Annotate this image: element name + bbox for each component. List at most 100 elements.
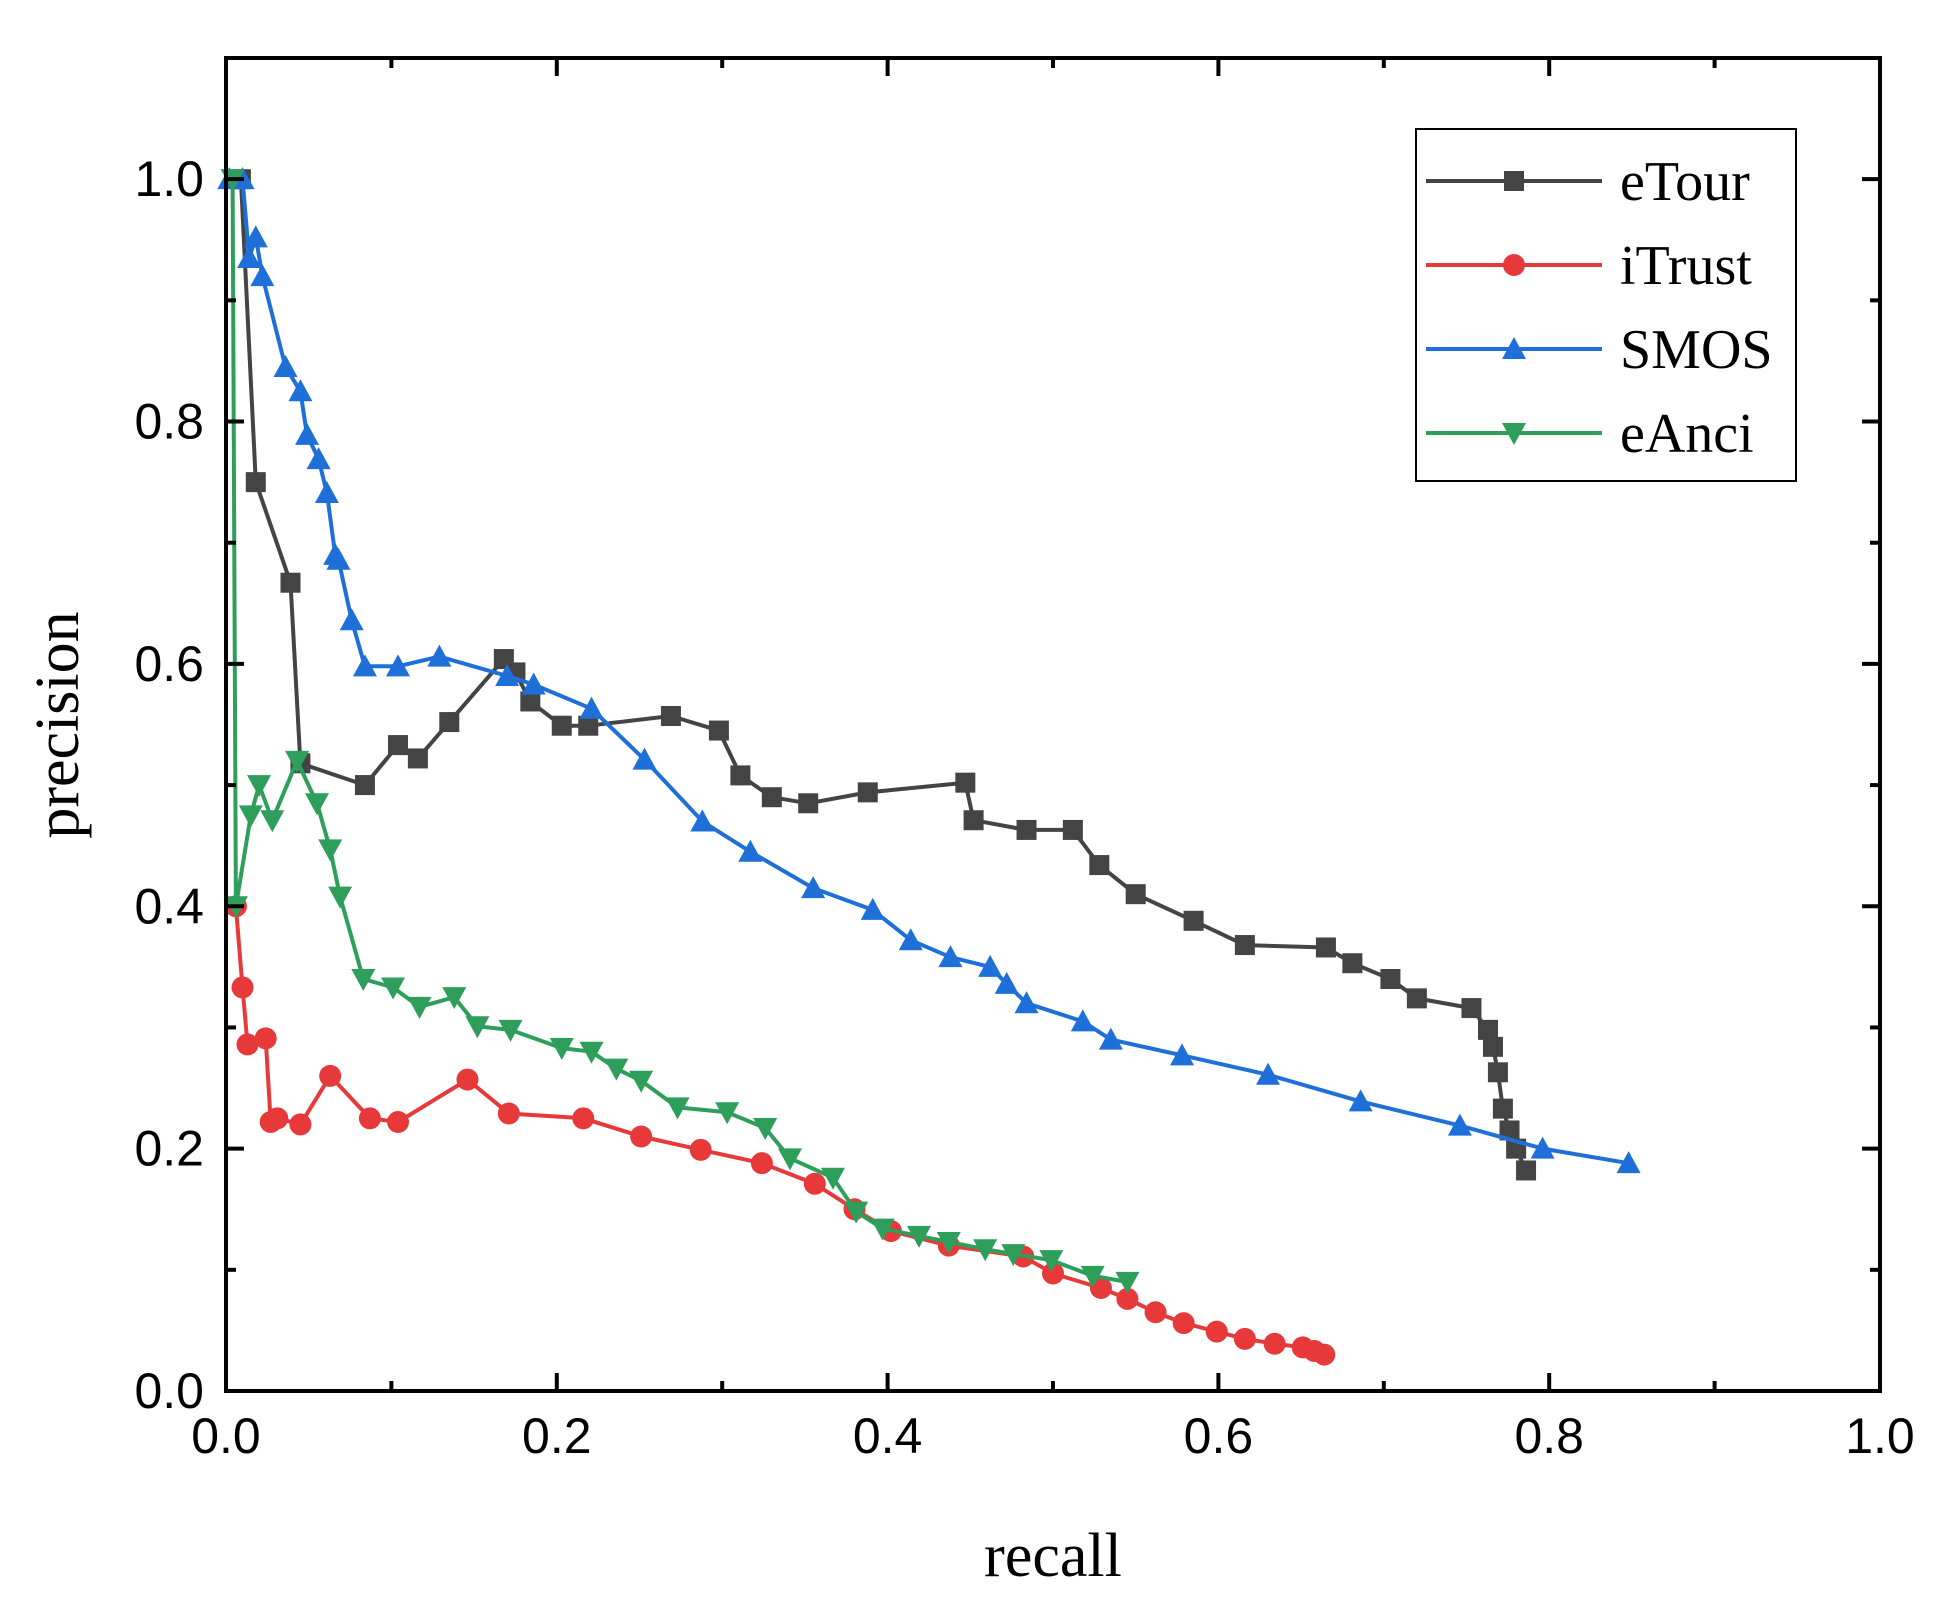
data-point-SMOS: [352, 654, 377, 677]
data-point-eAnci: [407, 996, 432, 1019]
data-point-eAnci: [318, 839, 343, 862]
data-point-eAnci: [844, 1201, 869, 1224]
data-point-eTour: [857, 782, 878, 803]
data-point-eAnci: [381, 977, 406, 1000]
data-point-eAnci: [328, 886, 353, 909]
x-tick-label: 0.4: [853, 1408, 923, 1464]
data-point-eTour: [955, 772, 976, 793]
data-point-iTrust: [1116, 1287, 1139, 1310]
data-point-SMOS: [738, 839, 763, 862]
legend-label-eTour: eTour: [1620, 151, 1750, 213]
y-tick-label: 0.2: [134, 1121, 204, 1177]
data-point-eAnci: [351, 968, 376, 991]
data-point-SMOS: [521, 672, 546, 695]
data-point-iTrust: [1205, 1320, 1228, 1343]
data-point-SMOS: [495, 664, 520, 687]
data-point-SMOS: [295, 422, 320, 445]
data-point-SMOS: [898, 928, 923, 951]
legend-marker-iTrust: [1503, 254, 1525, 276]
y-tick-label: 0.8: [134, 394, 204, 450]
data-point-eTour: [407, 748, 428, 769]
data-point-SMOS: [250, 264, 275, 287]
y-tick-label: 0.6: [134, 636, 204, 692]
data-point-SMOS: [1070, 1009, 1095, 1032]
data-point-iTrust: [231, 976, 254, 999]
data-point-eTour: [439, 712, 460, 733]
data-point-eAnci: [238, 805, 263, 828]
data-point-iTrust: [358, 1107, 381, 1130]
data-point-eTour: [708, 720, 729, 741]
legend-label-SMOS: SMOS: [1620, 319, 1773, 381]
data-point-eAnci: [1001, 1244, 1026, 1267]
data-point-eTour: [1062, 819, 1083, 840]
data-point-eTour: [1234, 935, 1255, 956]
data-point-eTour: [1315, 937, 1336, 958]
data-point-eAnci: [247, 775, 272, 798]
data-point-iTrust: [456, 1068, 479, 1091]
data-point-eTour: [1461, 998, 1482, 1019]
data-point-iTrust: [689, 1138, 712, 1161]
data-point-eTour: [1406, 988, 1427, 1009]
data-point-eAnci: [304, 793, 329, 816]
y-tick-labels: 0.0 0.2 0.4 0.6 0.8 1.0: [134, 151, 204, 1419]
data-point-eAnci: [715, 1102, 740, 1125]
legend-marker-eAnci: [1502, 423, 1526, 445]
data-point-eAnci: [821, 1167, 846, 1190]
data-point-iTrust: [1313, 1343, 1336, 1366]
data-point-eAnci: [549, 1038, 574, 1061]
data-point-SMOS: [801, 876, 826, 899]
data-point-eTour: [660, 706, 681, 727]
legend-label-iTrust: iTrust: [1620, 235, 1752, 297]
x-tick-label: 0.8: [1514, 1408, 1584, 1464]
data-point-eTour: [551, 715, 572, 736]
data-point-SMOS: [1530, 1136, 1555, 1159]
data-point-eTour: [280, 572, 301, 593]
x-tick-label: 0.2: [522, 1408, 592, 1464]
data-point-iTrust: [319, 1064, 342, 1087]
data-point-eTour: [1482, 1036, 1503, 1057]
series-iTrust: [224, 895, 1336, 1366]
data-point-eTour: [388, 735, 409, 756]
data-point-eAnci: [442, 987, 467, 1010]
data-point-SMOS: [860, 897, 885, 920]
series-eAnci: [220, 169, 1140, 1294]
data-point-eTour: [1516, 1160, 1537, 1181]
axis-ticks: [224, 56, 1882, 1393]
data-point-eTour: [1499, 1120, 1520, 1141]
x-tick-label: 1.0: [1845, 1408, 1915, 1464]
data-point-eTour: [578, 715, 599, 736]
x-axis-title: recall: [984, 1522, 1122, 1590]
data-point-eTour: [761, 787, 782, 808]
data-point-eTour: [1487, 1062, 1508, 1083]
data-point-eTour: [1342, 953, 1363, 974]
data-point-eAnci: [465, 1016, 490, 1039]
data-point-eAnci: [936, 1231, 961, 1254]
data-point-eAnci: [1039, 1250, 1064, 1273]
legend: eTour iTrust SMOS eAnci: [1415, 128, 1797, 482]
data-point-SMOS: [1256, 1062, 1281, 1085]
data-point-SMOS: [994, 971, 1019, 994]
x-tick-labels: 0.0 0.2 0.4 0.6 0.8 1.0: [191, 1408, 1915, 1464]
data-point-SMOS: [1348, 1089, 1373, 1112]
data-point-SMOS: [632, 747, 657, 770]
data-point-eAnci: [1115, 1271, 1140, 1294]
data-point-eTour: [520, 691, 541, 712]
data-point-eAnci: [973, 1239, 998, 1262]
data-point-SMOS: [237, 245, 262, 268]
data-point-iTrust: [1144, 1301, 1167, 1324]
data-point-SMOS: [326, 547, 351, 570]
data-point-SMOS: [243, 225, 268, 248]
data-point-eAnci: [285, 750, 310, 773]
data-point-SMOS: [386, 654, 411, 677]
y-axis-title: precision: [24, 611, 92, 838]
y-tick-label: 0.4: [134, 878, 204, 934]
data-point-SMOS: [1616, 1151, 1641, 1174]
data-point-eAnci: [870, 1218, 895, 1241]
data-point-eAnci: [907, 1225, 932, 1248]
data-point-SMOS: [273, 355, 298, 378]
data-point-eTour: [1125, 884, 1146, 905]
data-point-eTour: [354, 775, 375, 796]
data-point-iTrust: [497, 1102, 520, 1125]
legend-marker-SMOS: [1502, 337, 1526, 359]
